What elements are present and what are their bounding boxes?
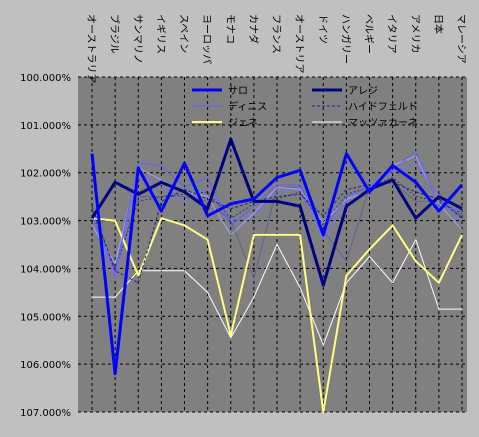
y-tick-label: 105.000% — [20, 312, 71, 323]
x-tick-label: アメリカ — [409, 14, 421, 54]
x-tick-label: マレーシア — [455, 14, 466, 64]
y-tick-label: 107.000% — [20, 408, 71, 419]
y-tick-label: 103.000% — [20, 217, 71, 228]
legend-label: サロ — [228, 85, 248, 97]
y-tick-label: 100.000% — [20, 73, 71, 84]
x-tick-label: イギリス — [154, 14, 166, 54]
series-line — [91, 217, 463, 413]
x-tick-label: ヨーロッパ — [201, 14, 213, 64]
legend-label: マッツァカーネ — [348, 117, 418, 129]
gridlines — [78, 76, 467, 413]
x-tick-label: スペイン — [178, 14, 189, 53]
legend-label: ハイドフェルド — [348, 102, 418, 113]
legend-label: ジェネ — [228, 117, 258, 129]
x-tick-label: ブラジル — [108, 14, 121, 54]
plot-area — [78, 77, 467, 412]
x-tick-label: 日本 — [432, 14, 445, 34]
x-tick-label: ドイツ — [316, 14, 327, 44]
x-tick-label: ベルギー — [363, 14, 375, 54]
y-tick-label: 102.000% — [20, 169, 71, 180]
legend-label: アレジ — [348, 86, 378, 97]
x-axis: オーストラリア ブラジル サンマリノ イギリス スペイン ヨーロッパ モナコ カナダ フランスオ… — [85, 14, 466, 84]
y-tick-label: 101.000% — [20, 121, 71, 132]
series-line — [91, 150, 463, 274]
x-tick-label: ハンガリー — [339, 14, 351, 64]
series-line — [91, 155, 463, 265]
series-line — [92, 239, 462, 346]
x-tick-label: モナコ — [224, 14, 236, 44]
x-tick-label: サンマリノ — [131, 14, 143, 64]
y-axis: 100.000% 101.000% 102.000% 103.000% 104.000%… — [20, 73, 71, 419]
y-tick-label: 106.000% — [20, 360, 71, 371]
series-line — [90, 152, 464, 376]
x-tick-label: カナダ — [247, 14, 260, 44]
x-tick-label: オーストラリア — [85, 14, 97, 84]
x-tick-label: オーストリア — [293, 14, 305, 74]
series-lines — [90, 137, 464, 413]
x-tick-label: イタリア — [386, 14, 398, 54]
legend-label: ディニス — [228, 100, 267, 113]
y-tick-label: 104.000% — [20, 264, 71, 275]
series-line — [90, 137, 463, 287]
x-tick-label: フランス — [270, 14, 282, 54]
series-line — [91, 181, 463, 284]
